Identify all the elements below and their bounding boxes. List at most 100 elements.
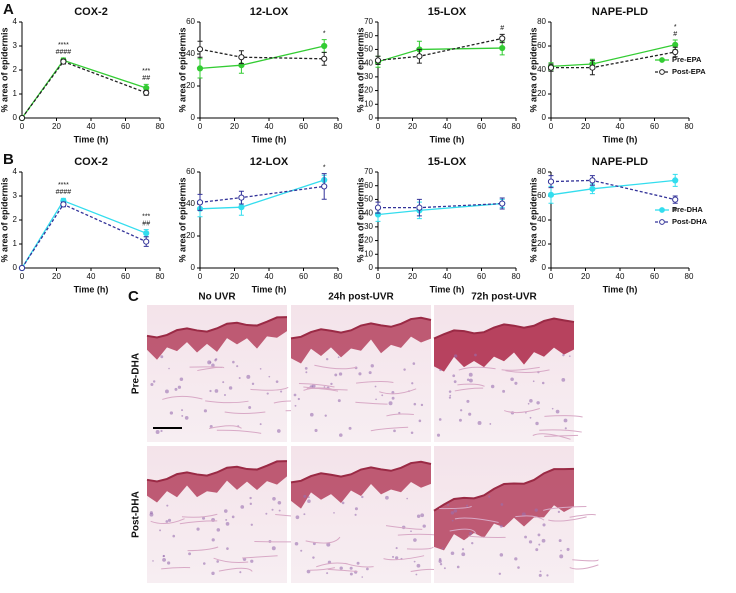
cell [528, 540, 533, 544]
fiber [370, 426, 409, 432]
x-tick-label: 20 [230, 272, 239, 281]
cell [448, 390, 452, 393]
cell [278, 509, 281, 512]
y-tick-label: 30 [364, 222, 373, 231]
cell [238, 377, 241, 380]
chart-title: COX-2 [74, 6, 108, 18]
x-tick-label: 80 [334, 122, 343, 131]
fiber [314, 364, 357, 370]
cell [323, 386, 326, 388]
cell [538, 573, 542, 577]
cell [391, 390, 395, 394]
cell [209, 425, 213, 429]
cell [209, 389, 212, 393]
stratum-corneum [433, 317, 575, 340]
fiber [569, 564, 599, 570]
cell [439, 368, 442, 372]
cell [240, 505, 245, 509]
cell [181, 409, 184, 412]
x-tick-label: 80 [685, 272, 694, 281]
x-tick-label: 40 [443, 272, 452, 281]
data-point [672, 41, 679, 48]
data-point [196, 46, 204, 53]
x-tick-label: 20 [52, 122, 61, 131]
fiber [181, 513, 218, 518]
cell [415, 573, 418, 576]
cell [391, 396, 395, 400]
fiber [454, 387, 484, 392]
y-tick-label: 60 [537, 41, 546, 50]
cell [541, 538, 546, 543]
y-tick-label: 2 [13, 65, 18, 74]
data-point [499, 35, 506, 42]
cell [449, 394, 452, 397]
x-tick-label: 20 [581, 272, 590, 281]
cell [211, 538, 215, 542]
y-tick-label: 20 [364, 236, 373, 245]
cell [534, 508, 538, 512]
cell [179, 377, 184, 382]
cell [474, 353, 477, 357]
cell [326, 572, 329, 575]
y-tick-label: 50 [364, 195, 373, 204]
cell [532, 380, 535, 383]
cell [452, 374, 456, 378]
significance-marker: # [500, 25, 504, 32]
cell [488, 495, 491, 498]
series-line [21, 203, 147, 269]
cell [207, 360, 212, 365]
fiber [213, 557, 249, 564]
cell [489, 423, 492, 425]
stratum-corneum [290, 460, 432, 484]
x-tick-label: 80 [685, 122, 694, 131]
cell [339, 566, 343, 570]
micrograph [290, 305, 432, 442]
data-point [416, 204, 423, 211]
cell [297, 397, 300, 401]
cell [529, 399, 533, 403]
y-tick-label: 0 [369, 263, 374, 272]
data-point [672, 48, 679, 56]
y-tick-label: 40 [186, 49, 195, 58]
cell [177, 385, 182, 389]
y-tick-label: 1 [13, 239, 18, 248]
x-tick-label: 20 [230, 122, 239, 131]
cell [375, 398, 377, 401]
legend-marker [659, 207, 665, 213]
cell [311, 384, 316, 388]
epidermis [147, 317, 287, 360]
cell [385, 495, 389, 500]
series-line [550, 179, 676, 201]
data-point [547, 178, 555, 185]
cell [468, 412, 472, 416]
fiber [305, 536, 341, 544]
x-axis-label: Time (h) [74, 134, 109, 144]
x-tick-label: 40 [265, 122, 274, 131]
y-tick-label: 10 [364, 249, 373, 258]
x-tick-label: 60 [299, 122, 308, 131]
cell [557, 510, 561, 514]
x-tick-label: 0 [20, 272, 25, 281]
cell [410, 530, 412, 533]
y-tick-label: 20 [186, 81, 195, 90]
fiber [356, 380, 394, 384]
y-tick-label: 10 [364, 99, 373, 108]
cell [416, 514, 421, 518]
chart-title: 12-LOX [250, 6, 289, 18]
cell [271, 546, 276, 551]
fiber [548, 516, 587, 522]
cell [502, 389, 506, 393]
cell [546, 574, 549, 577]
cell [395, 556, 399, 560]
cell [542, 523, 546, 527]
y-tick-label: 60 [186, 167, 195, 176]
cell [368, 371, 372, 375]
cell [305, 371, 308, 374]
cell [450, 511, 455, 515]
cell [334, 373, 338, 377]
cell [469, 378, 473, 383]
cell [216, 560, 219, 563]
y-tick-label: 40 [186, 199, 195, 208]
cell [277, 501, 282, 505]
series-line [21, 60, 147, 119]
